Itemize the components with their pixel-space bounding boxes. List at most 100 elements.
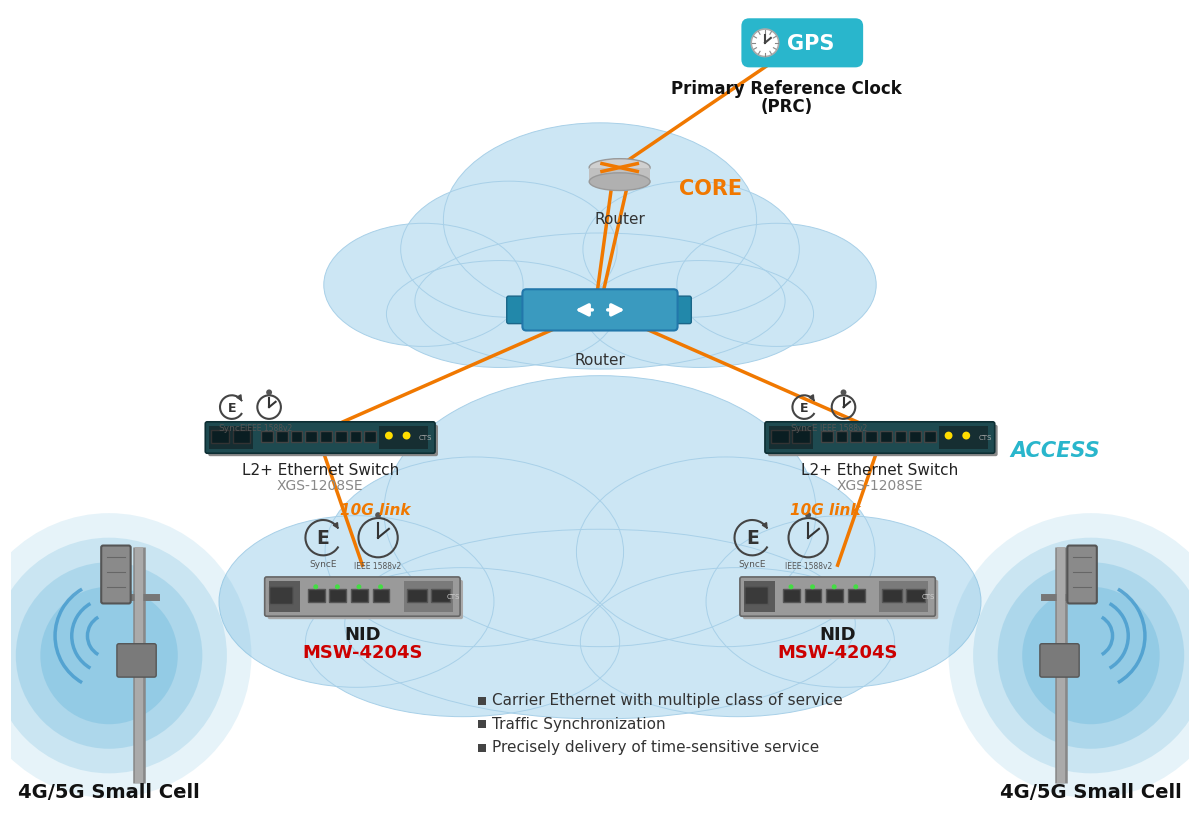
Ellipse shape — [576, 457, 875, 647]
FancyBboxPatch shape — [320, 431, 332, 442]
Text: 10G link: 10G link — [790, 503, 860, 517]
FancyBboxPatch shape — [265, 577, 460, 616]
FancyBboxPatch shape — [1040, 644, 1079, 677]
Circle shape — [810, 584, 815, 589]
FancyBboxPatch shape — [269, 581, 300, 612]
FancyBboxPatch shape — [851, 431, 862, 442]
Text: E: E — [317, 529, 330, 548]
Text: IEEE 1588v2: IEEE 1588v2 — [354, 562, 402, 571]
Circle shape — [948, 513, 1200, 798]
Circle shape — [997, 562, 1184, 749]
FancyBboxPatch shape — [116, 644, 156, 677]
Circle shape — [0, 538, 227, 774]
Text: Router: Router — [594, 212, 646, 227]
Circle shape — [805, 513, 811, 518]
FancyBboxPatch shape — [743, 580, 938, 619]
Ellipse shape — [306, 568, 619, 717]
FancyBboxPatch shape — [373, 588, 389, 602]
Text: E: E — [746, 529, 758, 548]
Ellipse shape — [384, 376, 816, 647]
FancyBboxPatch shape — [522, 289, 678, 330]
FancyBboxPatch shape — [770, 429, 788, 443]
FancyBboxPatch shape — [308, 588, 324, 602]
Circle shape — [962, 432, 970, 439]
Text: SyncE: SyncE — [310, 560, 337, 569]
FancyBboxPatch shape — [290, 431, 302, 442]
Text: 4G/5G Small Cell: 4G/5G Small Cell — [18, 783, 200, 802]
Text: L2+ Ethernet Switch: L2+ Ethernet Switch — [802, 463, 959, 478]
Ellipse shape — [443, 123, 757, 317]
FancyBboxPatch shape — [330, 588, 346, 602]
Circle shape — [832, 584, 836, 589]
FancyBboxPatch shape — [349, 431, 361, 442]
Text: CTS: CTS — [978, 434, 991, 441]
FancyBboxPatch shape — [744, 581, 775, 612]
FancyBboxPatch shape — [894, 431, 906, 442]
FancyBboxPatch shape — [742, 18, 863, 68]
FancyBboxPatch shape — [805, 588, 822, 602]
Ellipse shape — [589, 173, 650, 190]
Circle shape — [313, 584, 318, 589]
Ellipse shape — [344, 529, 856, 719]
FancyBboxPatch shape — [865, 431, 877, 442]
FancyBboxPatch shape — [276, 431, 288, 442]
FancyBboxPatch shape — [379, 426, 428, 449]
Text: CTS: CTS — [922, 593, 935, 600]
Circle shape — [376, 513, 382, 518]
FancyBboxPatch shape — [209, 426, 253, 449]
Ellipse shape — [325, 457, 624, 647]
FancyBboxPatch shape — [270, 587, 293, 605]
FancyBboxPatch shape — [821, 431, 833, 442]
Ellipse shape — [415, 233, 785, 369]
Text: IEEE 1588v2: IEEE 1588v2 — [246, 424, 293, 433]
Text: XGS-1208SE: XGS-1208SE — [277, 479, 364, 493]
Text: Precisely delivery of time-sensitive service: Precisely delivery of time-sensitive ser… — [492, 740, 820, 756]
Circle shape — [16, 562, 203, 749]
FancyBboxPatch shape — [827, 588, 844, 602]
FancyBboxPatch shape — [880, 581, 929, 612]
Text: MSW-4204S: MSW-4204S — [302, 644, 422, 662]
FancyBboxPatch shape — [769, 426, 814, 449]
FancyBboxPatch shape — [479, 697, 486, 705]
Circle shape — [378, 584, 383, 589]
Ellipse shape — [220, 516, 494, 687]
FancyBboxPatch shape — [479, 720, 486, 728]
FancyBboxPatch shape — [882, 588, 902, 602]
Circle shape — [853, 584, 858, 589]
Circle shape — [944, 432, 953, 439]
Text: NID: NID — [344, 626, 380, 644]
FancyBboxPatch shape — [740, 577, 935, 616]
Circle shape — [0, 513, 252, 798]
Text: SyncE: SyncE — [791, 424, 818, 433]
FancyBboxPatch shape — [209, 424, 438, 456]
FancyBboxPatch shape — [262, 431, 274, 442]
Text: L2+ Ethernet Switch: L2+ Ethernet Switch — [241, 463, 398, 478]
Text: Primary Reference Clock: Primary Reference Clock — [671, 80, 902, 98]
FancyBboxPatch shape — [667, 296, 691, 324]
Text: E: E — [228, 401, 236, 414]
FancyBboxPatch shape — [233, 429, 251, 443]
FancyBboxPatch shape — [938, 426, 988, 449]
Ellipse shape — [583, 181, 799, 317]
Text: IEEE 1588v2: IEEE 1588v2 — [785, 562, 832, 571]
Text: CORE: CORE — [678, 179, 742, 199]
FancyBboxPatch shape — [407, 588, 427, 602]
FancyBboxPatch shape — [848, 588, 865, 602]
Text: Carrier Ethernet with multiple class of service: Carrier Ethernet with multiple class of … — [492, 693, 842, 708]
Text: GPS: GPS — [786, 34, 834, 54]
FancyBboxPatch shape — [792, 429, 810, 443]
Ellipse shape — [586, 260, 814, 368]
Text: SyncE: SyncE — [218, 424, 246, 433]
FancyBboxPatch shape — [506, 296, 530, 324]
FancyBboxPatch shape — [211, 429, 229, 443]
Circle shape — [751, 29, 779, 57]
Text: E: E — [800, 401, 809, 414]
FancyBboxPatch shape — [745, 587, 768, 605]
Circle shape — [788, 584, 793, 589]
Text: NID: NID — [820, 626, 856, 644]
Text: SyncE: SyncE — [738, 560, 766, 569]
Circle shape — [403, 432, 410, 439]
Ellipse shape — [386, 260, 614, 368]
FancyBboxPatch shape — [924, 431, 936, 442]
FancyBboxPatch shape — [431, 588, 450, 602]
